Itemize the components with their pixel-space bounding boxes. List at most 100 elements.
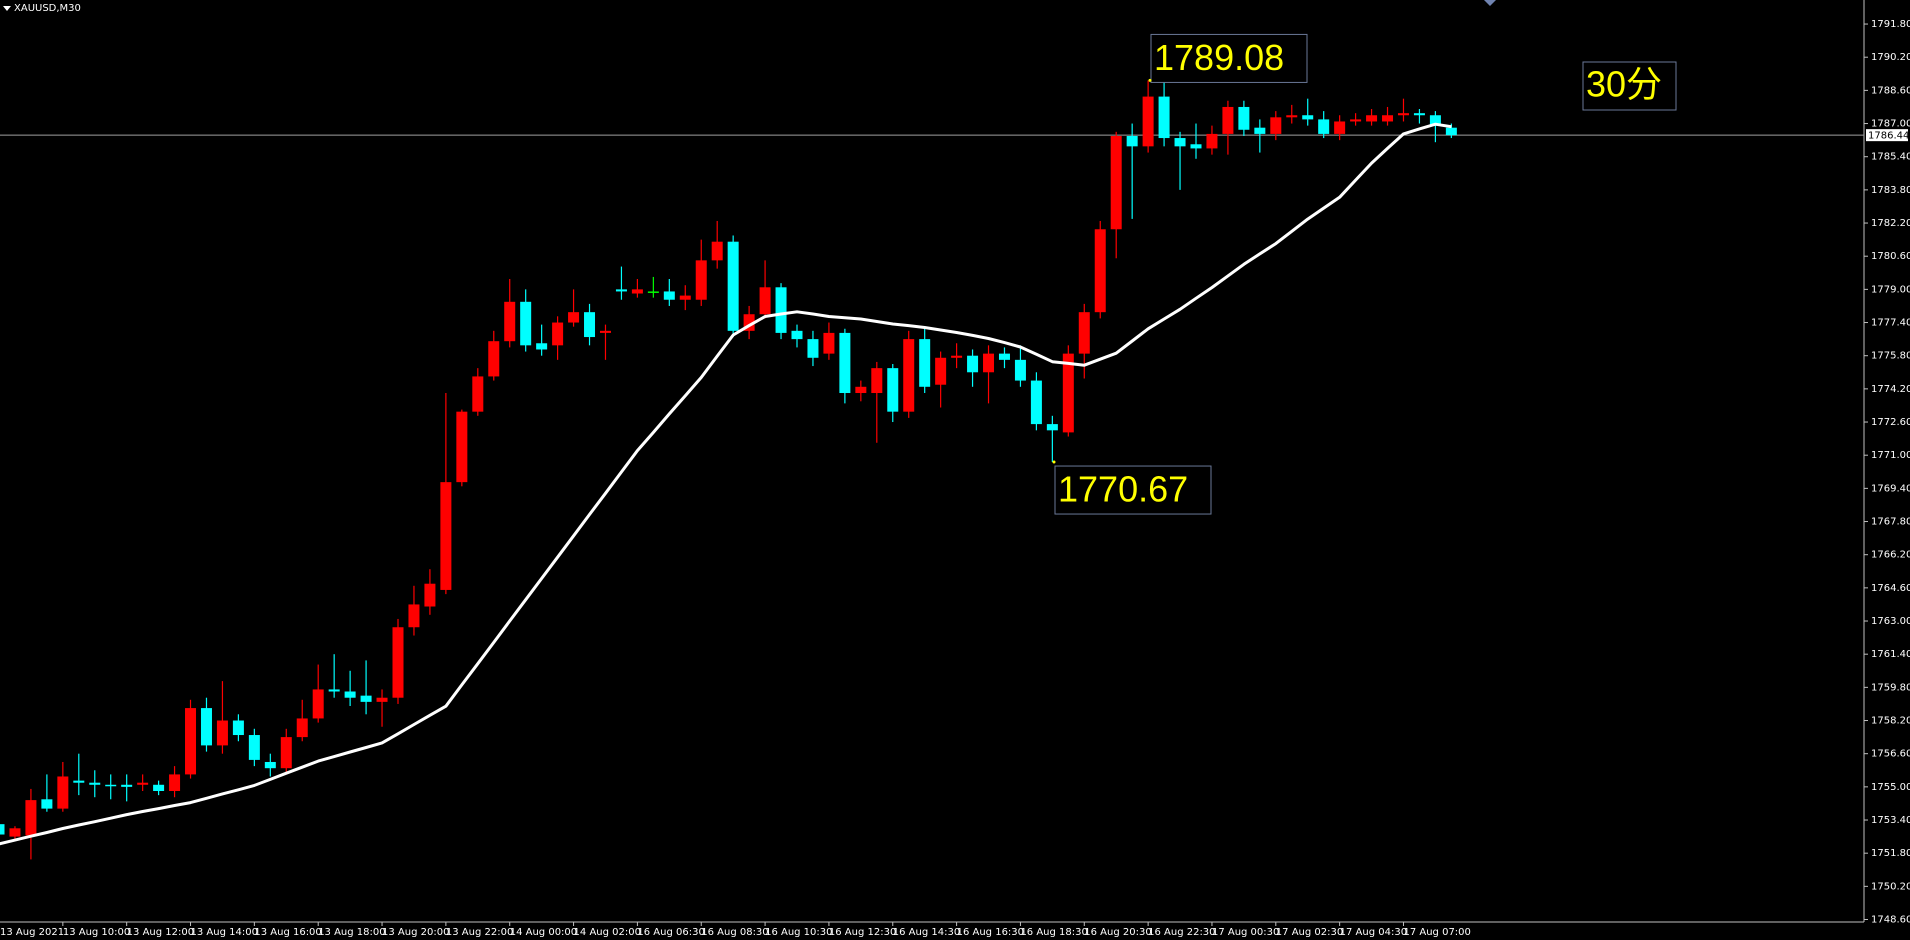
candle-body — [248, 735, 260, 760]
x-tick-label: 13 Aug 16:00 — [254, 927, 321, 938]
y-tick-label: 1764.60 — [1871, 583, 1910, 594]
y-tick-label: 1755.00 — [1871, 782, 1910, 793]
candle-body — [328, 689, 340, 692]
candle-body — [344, 691, 356, 698]
x-tick-label: 13 Aug 14:00 — [191, 927, 258, 938]
candle-body — [1190, 144, 1202, 149]
y-tick-label: 1756.60 — [1871, 749, 1910, 760]
y-tick-label: 1779.00 — [1871, 284, 1910, 295]
y-tick-label: 1787.00 — [1871, 119, 1910, 130]
candle-body — [679, 295, 691, 300]
candle-body — [727, 241, 739, 331]
candle-body — [280, 737, 292, 769]
x-tick-label: 17 Aug 00:30 — [1212, 927, 1279, 938]
x-tick-label: 16 Aug 06:30 — [637, 927, 704, 938]
candle-body — [41, 799, 53, 809]
candle-body — [25, 800, 37, 836]
y-tick-label: 1785.40 — [1871, 152, 1910, 163]
candle-body — [951, 355, 963, 358]
x-tick-label: 17 Aug 02:30 — [1276, 927, 1343, 938]
candle-body — [472, 376, 484, 412]
symbol-menu-arrow[interactable] — [3, 6, 11, 11]
candle-body — [855, 386, 867, 394]
candle-body — [105, 784, 117, 787]
y-tick-label: 1782.20 — [1871, 218, 1910, 229]
candle-body — [1014, 359, 1026, 381]
candle-body — [1429, 115, 1441, 126]
x-tick-label: 17 Aug 04:30 — [1340, 927, 1407, 938]
candle-body — [1158, 96, 1170, 139]
timeframe-note: 30分 — [1586, 64, 1662, 105]
candle-body — [791, 330, 803, 340]
candle-body — [1142, 96, 1154, 147]
candle-body — [488, 341, 500, 377]
candle-body — [200, 708, 212, 746]
timeframe-box — [1582, 61, 1677, 111]
candle-body — [903, 339, 915, 412]
y-tick-label: 1790.20 — [1871, 52, 1910, 63]
candle-body — [1062, 353, 1074, 433]
shift-marker — [1484, 0, 1496, 6]
candle-body — [759, 287, 771, 315]
candle-body — [998, 353, 1010, 360]
candle-body — [839, 332, 851, 394]
y-tick-label: 1783.80 — [1871, 185, 1910, 196]
candle-body — [89, 782, 101, 785]
candle-body — [711, 241, 723, 261]
candle-body — [520, 301, 532, 346]
annotation-point — [1052, 460, 1056, 464]
candle-body — [919, 339, 931, 387]
x-tick-label: 16 Aug 08:30 — [701, 927, 768, 938]
candle-body — [312, 689, 324, 719]
x-tick-label: 16 Aug 18:30 — [1020, 927, 1087, 938]
y-tick-label: 1767.80 — [1871, 517, 1910, 528]
x-tick-label: 16 Aug 22:30 — [1148, 927, 1215, 938]
candle-body — [9, 828, 21, 837]
x-tick-label: 16 Aug 20:30 — [1084, 927, 1151, 938]
candle-body — [424, 583, 436, 607]
candle-body — [185, 708, 197, 775]
annotation-box — [1054, 465, 1212, 515]
candle-body — [1206, 133, 1218, 149]
y-tick-label: 1777.40 — [1871, 318, 1910, 329]
candle-body — [1110, 135, 1122, 230]
y-tick-label: 1753.40 — [1871, 815, 1910, 826]
candle-body — [568, 312, 580, 323]
y-tick-label: 1758.20 — [1871, 716, 1910, 727]
annotation-point — [1148, 78, 1152, 82]
candle-body — [153, 784, 165, 791]
candle-body — [376, 697, 388, 702]
y-tick-label: 1791.80 — [1871, 19, 1910, 30]
candle-body — [1126, 135, 1138, 147]
x-tick-label: 16 Aug 16:30 — [957, 927, 1024, 938]
candle-body — [1238, 106, 1250, 130]
candle-body — [536, 343, 548, 350]
candle-body — [1350, 119, 1362, 122]
annotation-label: 1789.08 — [1154, 37, 1284, 78]
candle-body — [1382, 115, 1394, 122]
candle-body — [440, 482, 452, 590]
candle-body — [871, 368, 883, 394]
candle-body — [1286, 115, 1298, 118]
candle-body — [1270, 117, 1282, 134]
candle-body — [1030, 380, 1042, 425]
candle-body — [887, 368, 899, 412]
candle-body — [456, 411, 468, 483]
candle-body — [392, 627, 404, 698]
candle-body — [1078, 312, 1090, 354]
candle-body — [121, 784, 133, 787]
x-tick-label: 17 Aug 07:00 — [1403, 927, 1470, 938]
candle-body — [408, 604, 420, 628]
candle-body — [599, 330, 611, 333]
y-tick-label: 1763.00 — [1871, 616, 1910, 627]
candle-body — [1413, 113, 1425, 116]
x-tick-label: 14 Aug 02:00 — [574, 927, 641, 938]
y-tick-label: 1759.80 — [1871, 682, 1910, 693]
y-tick-label: 1751.80 — [1871, 848, 1910, 859]
annotation-label: 1770.67 — [1058, 469, 1188, 510]
x-tick-label: 13 Aug 20:00 — [382, 927, 449, 938]
candle-body — [73, 780, 85, 783]
